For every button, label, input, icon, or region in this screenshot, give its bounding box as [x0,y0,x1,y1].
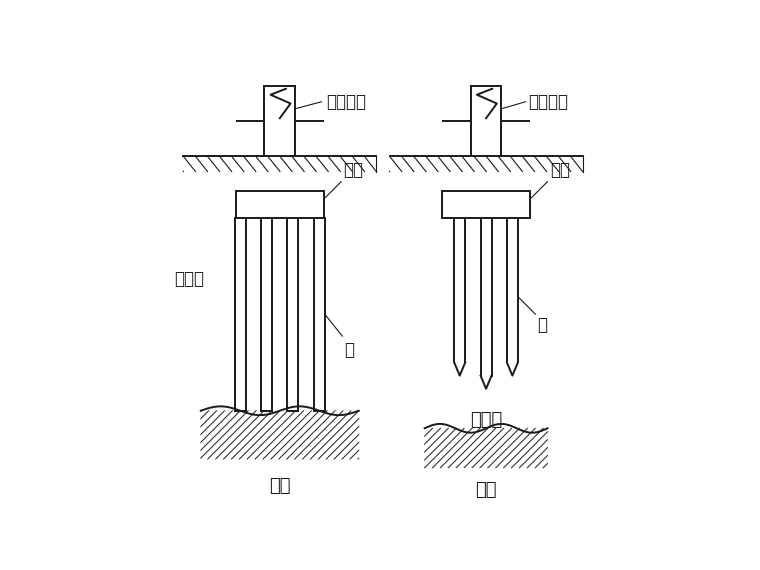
Text: 上部结构: 上部结构 [326,93,366,111]
Bar [261,218,272,411]
Text: 软土层: 软土层 [175,270,204,288]
Bar [264,86,295,156]
Bar [480,218,492,376]
Text: 桩: 桩 [537,316,548,335]
Text: 承台: 承台 [549,161,570,180]
Text: 上部结构: 上部结构 [527,93,568,111]
Bar [442,192,530,218]
Bar [235,218,245,411]
Bar [287,218,299,411]
Polygon shape [201,406,359,459]
Text: 承台: 承台 [344,161,363,180]
Polygon shape [425,424,547,468]
Bar [236,192,324,218]
Text: 硬层: 硬层 [269,477,290,495]
Text: 桩: 桩 [344,340,354,359]
Text: 硬层: 硬层 [475,481,497,499]
Bar [314,218,325,411]
Bar [507,218,518,363]
Bar [470,86,502,156]
Bar [470,86,502,121]
Bar [264,86,295,121]
Bar [454,218,465,363]
Text: 软土层: 软土层 [470,411,502,429]
